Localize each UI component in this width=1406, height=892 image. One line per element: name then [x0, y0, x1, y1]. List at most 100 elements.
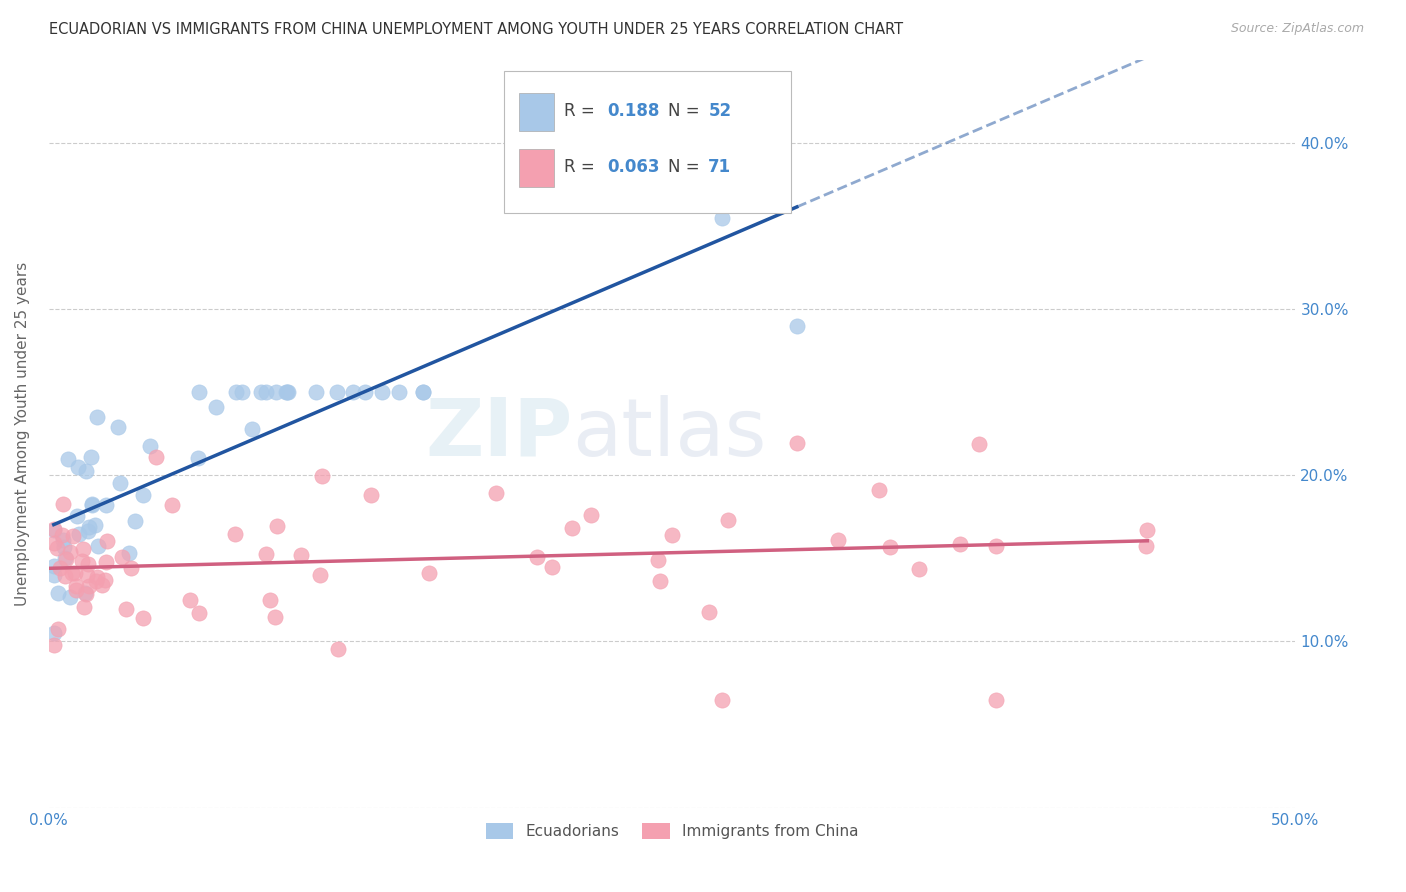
- Point: [118, 546, 141, 560]
- Point: [42, 559, 65, 574]
- Point: [541, 560, 564, 574]
- Point: [254, 385, 277, 400]
- Point: [204, 400, 226, 414]
- Point: [42, 568, 65, 582]
- Point: [66, 459, 89, 474]
- Text: N =: N =: [668, 159, 706, 177]
- Point: [879, 540, 901, 554]
- FancyBboxPatch shape: [503, 70, 790, 213]
- Point: [259, 593, 281, 607]
- Point: [46, 541, 69, 556]
- Point: [661, 528, 683, 542]
- FancyBboxPatch shape: [519, 149, 554, 186]
- Point: [967, 437, 990, 451]
- Point: [87, 539, 110, 553]
- Point: [42, 536, 65, 550]
- Point: [948, 537, 970, 551]
- Point: [145, 450, 167, 465]
- Point: [250, 385, 273, 400]
- Point: [46, 586, 69, 600]
- Point: [77, 520, 100, 534]
- Text: 0.188: 0.188: [607, 103, 659, 120]
- Point: [710, 211, 733, 225]
- Point: [132, 488, 155, 502]
- Point: [51, 528, 73, 542]
- Point: [84, 517, 107, 532]
- Point: [266, 519, 288, 533]
- Point: [108, 476, 131, 491]
- Point: [73, 586, 96, 600]
- Point: [986, 692, 1008, 706]
- Point: [65, 582, 87, 597]
- Point: [46, 622, 69, 636]
- Point: [52, 497, 75, 511]
- Point: [111, 550, 134, 565]
- Point: [76, 557, 98, 571]
- Point: [62, 529, 84, 543]
- Point: [290, 548, 312, 562]
- Point: [418, 566, 440, 580]
- Point: [717, 513, 740, 527]
- Point: [231, 385, 253, 400]
- Point: [579, 508, 602, 523]
- Point: [277, 385, 299, 400]
- Point: [827, 533, 849, 548]
- Point: [326, 385, 349, 400]
- Point: [328, 641, 350, 656]
- Point: [53, 551, 76, 566]
- Point: [42, 523, 65, 537]
- Point: [124, 514, 146, 528]
- Point: [80, 498, 103, 512]
- Point: [786, 318, 808, 333]
- Point: [59, 590, 82, 604]
- Point: [139, 439, 162, 453]
- Point: [80, 450, 103, 464]
- Text: N =: N =: [668, 103, 706, 120]
- Point: [84, 574, 107, 588]
- Point: [49, 561, 72, 575]
- Point: [561, 521, 583, 535]
- FancyBboxPatch shape: [519, 94, 554, 130]
- Point: [114, 601, 136, 615]
- Point: [225, 385, 247, 400]
- Point: [986, 539, 1008, 553]
- Text: R =: R =: [564, 159, 599, 177]
- Point: [96, 555, 118, 569]
- Point: [526, 549, 548, 564]
- Point: [224, 527, 246, 541]
- Point: [254, 548, 277, 562]
- Point: [371, 385, 394, 400]
- Text: Source: ZipAtlas.com: Source: ZipAtlas.com: [1230, 22, 1364, 36]
- Point: [160, 499, 183, 513]
- Point: [75, 586, 97, 600]
- Point: [710, 692, 733, 706]
- Point: [66, 509, 89, 524]
- Point: [342, 385, 364, 400]
- Point: [360, 488, 382, 502]
- Point: [120, 560, 142, 574]
- Y-axis label: Unemployment Among Youth under 25 years: Unemployment Among Youth under 25 years: [15, 261, 30, 606]
- Point: [697, 605, 720, 619]
- Point: [354, 385, 377, 400]
- Point: [309, 567, 332, 582]
- Point: [264, 610, 287, 624]
- Point: [485, 486, 508, 500]
- Point: [86, 570, 108, 584]
- Point: [42, 638, 65, 652]
- Point: [59, 545, 82, 559]
- Point: [868, 483, 890, 497]
- Point: [76, 568, 98, 582]
- Point: [67, 527, 90, 541]
- Point: [42, 522, 65, 536]
- Point: [96, 533, 118, 548]
- Text: R =: R =: [564, 103, 599, 120]
- Point: [52, 541, 75, 555]
- Point: [187, 607, 209, 621]
- Point: [786, 436, 808, 450]
- Text: 0.063: 0.063: [607, 159, 659, 177]
- Text: 52: 52: [709, 103, 731, 120]
- Point: [82, 497, 104, 511]
- Point: [305, 385, 328, 400]
- Point: [187, 385, 209, 400]
- Point: [58, 452, 80, 467]
